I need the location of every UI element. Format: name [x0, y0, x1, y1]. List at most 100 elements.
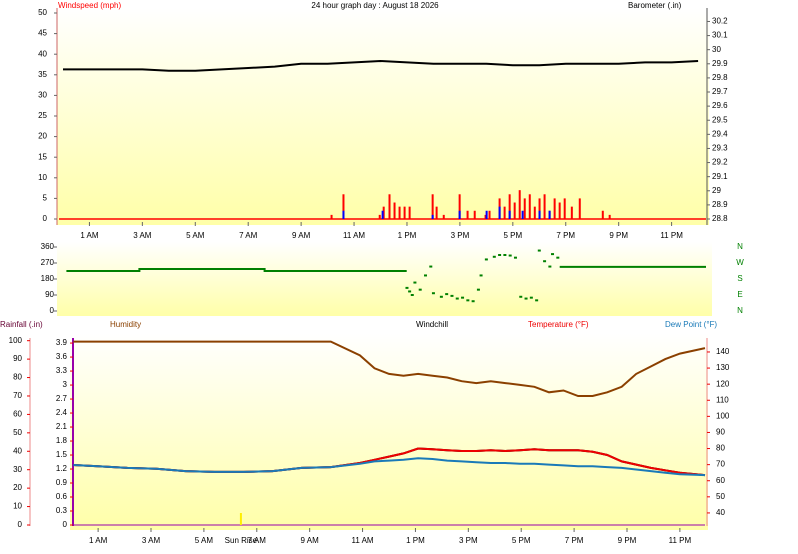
- wind-bar: [378, 214, 381, 219]
- x-tick-label: 5 PM: [503, 231, 522, 240]
- direction-dot: [439, 295, 443, 298]
- tick-label: 29.7: [712, 87, 728, 96]
- tick-label: 360: [41, 242, 55, 251]
- wind-bar: [431, 214, 434, 219]
- direction-dot: [471, 300, 475, 303]
- tick-label: 0.6: [56, 492, 68, 501]
- direction-dot: [466, 299, 470, 302]
- tick-label: 3.9: [56, 338, 68, 347]
- tick-label: 29.9: [712, 59, 728, 68]
- tick-label: 120: [716, 379, 730, 388]
- series-line: [73, 457, 706, 477]
- direction-dot: [455, 297, 459, 300]
- x-tick-label: 9 AM: [292, 231, 311, 240]
- legend-entry: Dew Point (°F): [665, 320, 717, 329]
- wind-bar: [601, 210, 604, 219]
- tick-label: 40: [716, 508, 725, 517]
- tick-label: 70: [13, 391, 22, 400]
- tick-label: 30: [13, 465, 22, 474]
- wind-bar: [435, 206, 438, 219]
- tick-label: 0: [18, 520, 23, 529]
- direction-dot: [476, 288, 480, 291]
- direction-dot: [503, 254, 507, 256]
- tick-label: 29.3: [712, 144, 728, 153]
- direction-dot: [484, 258, 488, 261]
- direction-dot: [450, 294, 454, 297]
- x-tick-label: 3 AM: [142, 536, 161, 545]
- tick-label: 25: [38, 111, 47, 120]
- tick-label: 80: [716, 444, 725, 453]
- wind-bar: [548, 210, 551, 219]
- wind-bar: [398, 206, 401, 219]
- tick-label: 0: [43, 214, 48, 223]
- tick-label: 50: [13, 428, 22, 437]
- wind-panel: [57, 8, 709, 225]
- direction-dot: [535, 299, 539, 302]
- direction-dot: [508, 254, 512, 257]
- tick-label: 50: [716, 492, 725, 501]
- x-tick-label: 1 PM: [406, 536, 425, 545]
- series-line: [66, 265, 706, 272]
- wind-bar: [578, 198, 581, 219]
- legend-entry: Temperature (°F): [528, 320, 589, 329]
- x-tick-label: 7 PM: [556, 231, 575, 240]
- x-tick-label: 7 AM: [239, 231, 258, 240]
- direction-dot: [461, 296, 465, 299]
- direction-dot: [479, 274, 483, 277]
- tick-label: 60: [13, 410, 22, 419]
- direction-dot: [519, 295, 523, 298]
- wind-bar: [513, 202, 516, 219]
- direction-dot: [445, 293, 449, 296]
- tick-label: 10: [38, 173, 47, 182]
- wind-bar: [442, 214, 445, 219]
- wind-bar: [523, 198, 526, 219]
- direction-dot: [548, 265, 552, 268]
- wind-bar: [498, 206, 501, 219]
- tick-label: 29.8: [712, 73, 728, 82]
- tick-label: 2.4: [56, 408, 68, 417]
- x-tick-label: 7 AM: [248, 536, 267, 545]
- wind-bar: [388, 194, 391, 219]
- tick-label: 29.5: [712, 115, 728, 124]
- x-tick-label: 1 AM: [80, 231, 99, 240]
- tick-label: 0: [50, 306, 55, 315]
- wind-bar: [558, 202, 561, 219]
- wind-bar: [393, 202, 396, 219]
- direction-dot: [429, 265, 433, 268]
- tick-label: 0.9: [56, 478, 68, 487]
- direction-dot: [556, 256, 560, 259]
- tick-label: 29: [712, 186, 721, 195]
- tick-label: 30: [38, 91, 47, 100]
- tick-label: 110: [716, 395, 729, 404]
- tick-label: 50: [38, 8, 47, 17]
- tick-label: W: [736, 258, 744, 267]
- direction-dot: [543, 260, 547, 263]
- direction-dot: [418, 288, 422, 291]
- tick-label: 29.2: [712, 158, 728, 167]
- tick-label: 28.8: [712, 214, 728, 223]
- wind-bar: [553, 198, 556, 219]
- tick-label: 60: [716, 476, 725, 485]
- tick-label: N: [737, 242, 743, 251]
- wind-bar: [503, 206, 506, 219]
- direction-dot: [529, 296, 533, 299]
- tick-label: 15: [38, 152, 47, 161]
- tick-label: 5: [43, 194, 48, 203]
- wind-bar: [342, 194, 345, 219]
- direction-dot: [408, 290, 412, 293]
- direction-dot: [410, 294, 414, 296]
- x-tick-label: 1 PM: [398, 231, 417, 240]
- x-tick-label: 3 PM: [459, 536, 478, 545]
- legend-entry: Windchill: [416, 320, 448, 329]
- tick-label: 40: [13, 446, 22, 455]
- tick-label: 35: [38, 70, 47, 79]
- tick-label: S: [737, 274, 742, 283]
- tick-label: 3: [63, 380, 68, 389]
- x-tick-label: 9 AM: [301, 536, 320, 545]
- tick-label: N: [737, 306, 743, 315]
- x-tick-label: 5 AM: [195, 536, 214, 545]
- wind-bar: [473, 210, 476, 219]
- tick-label: 2.7: [56, 394, 68, 403]
- tick-label: 3.3: [56, 366, 68, 375]
